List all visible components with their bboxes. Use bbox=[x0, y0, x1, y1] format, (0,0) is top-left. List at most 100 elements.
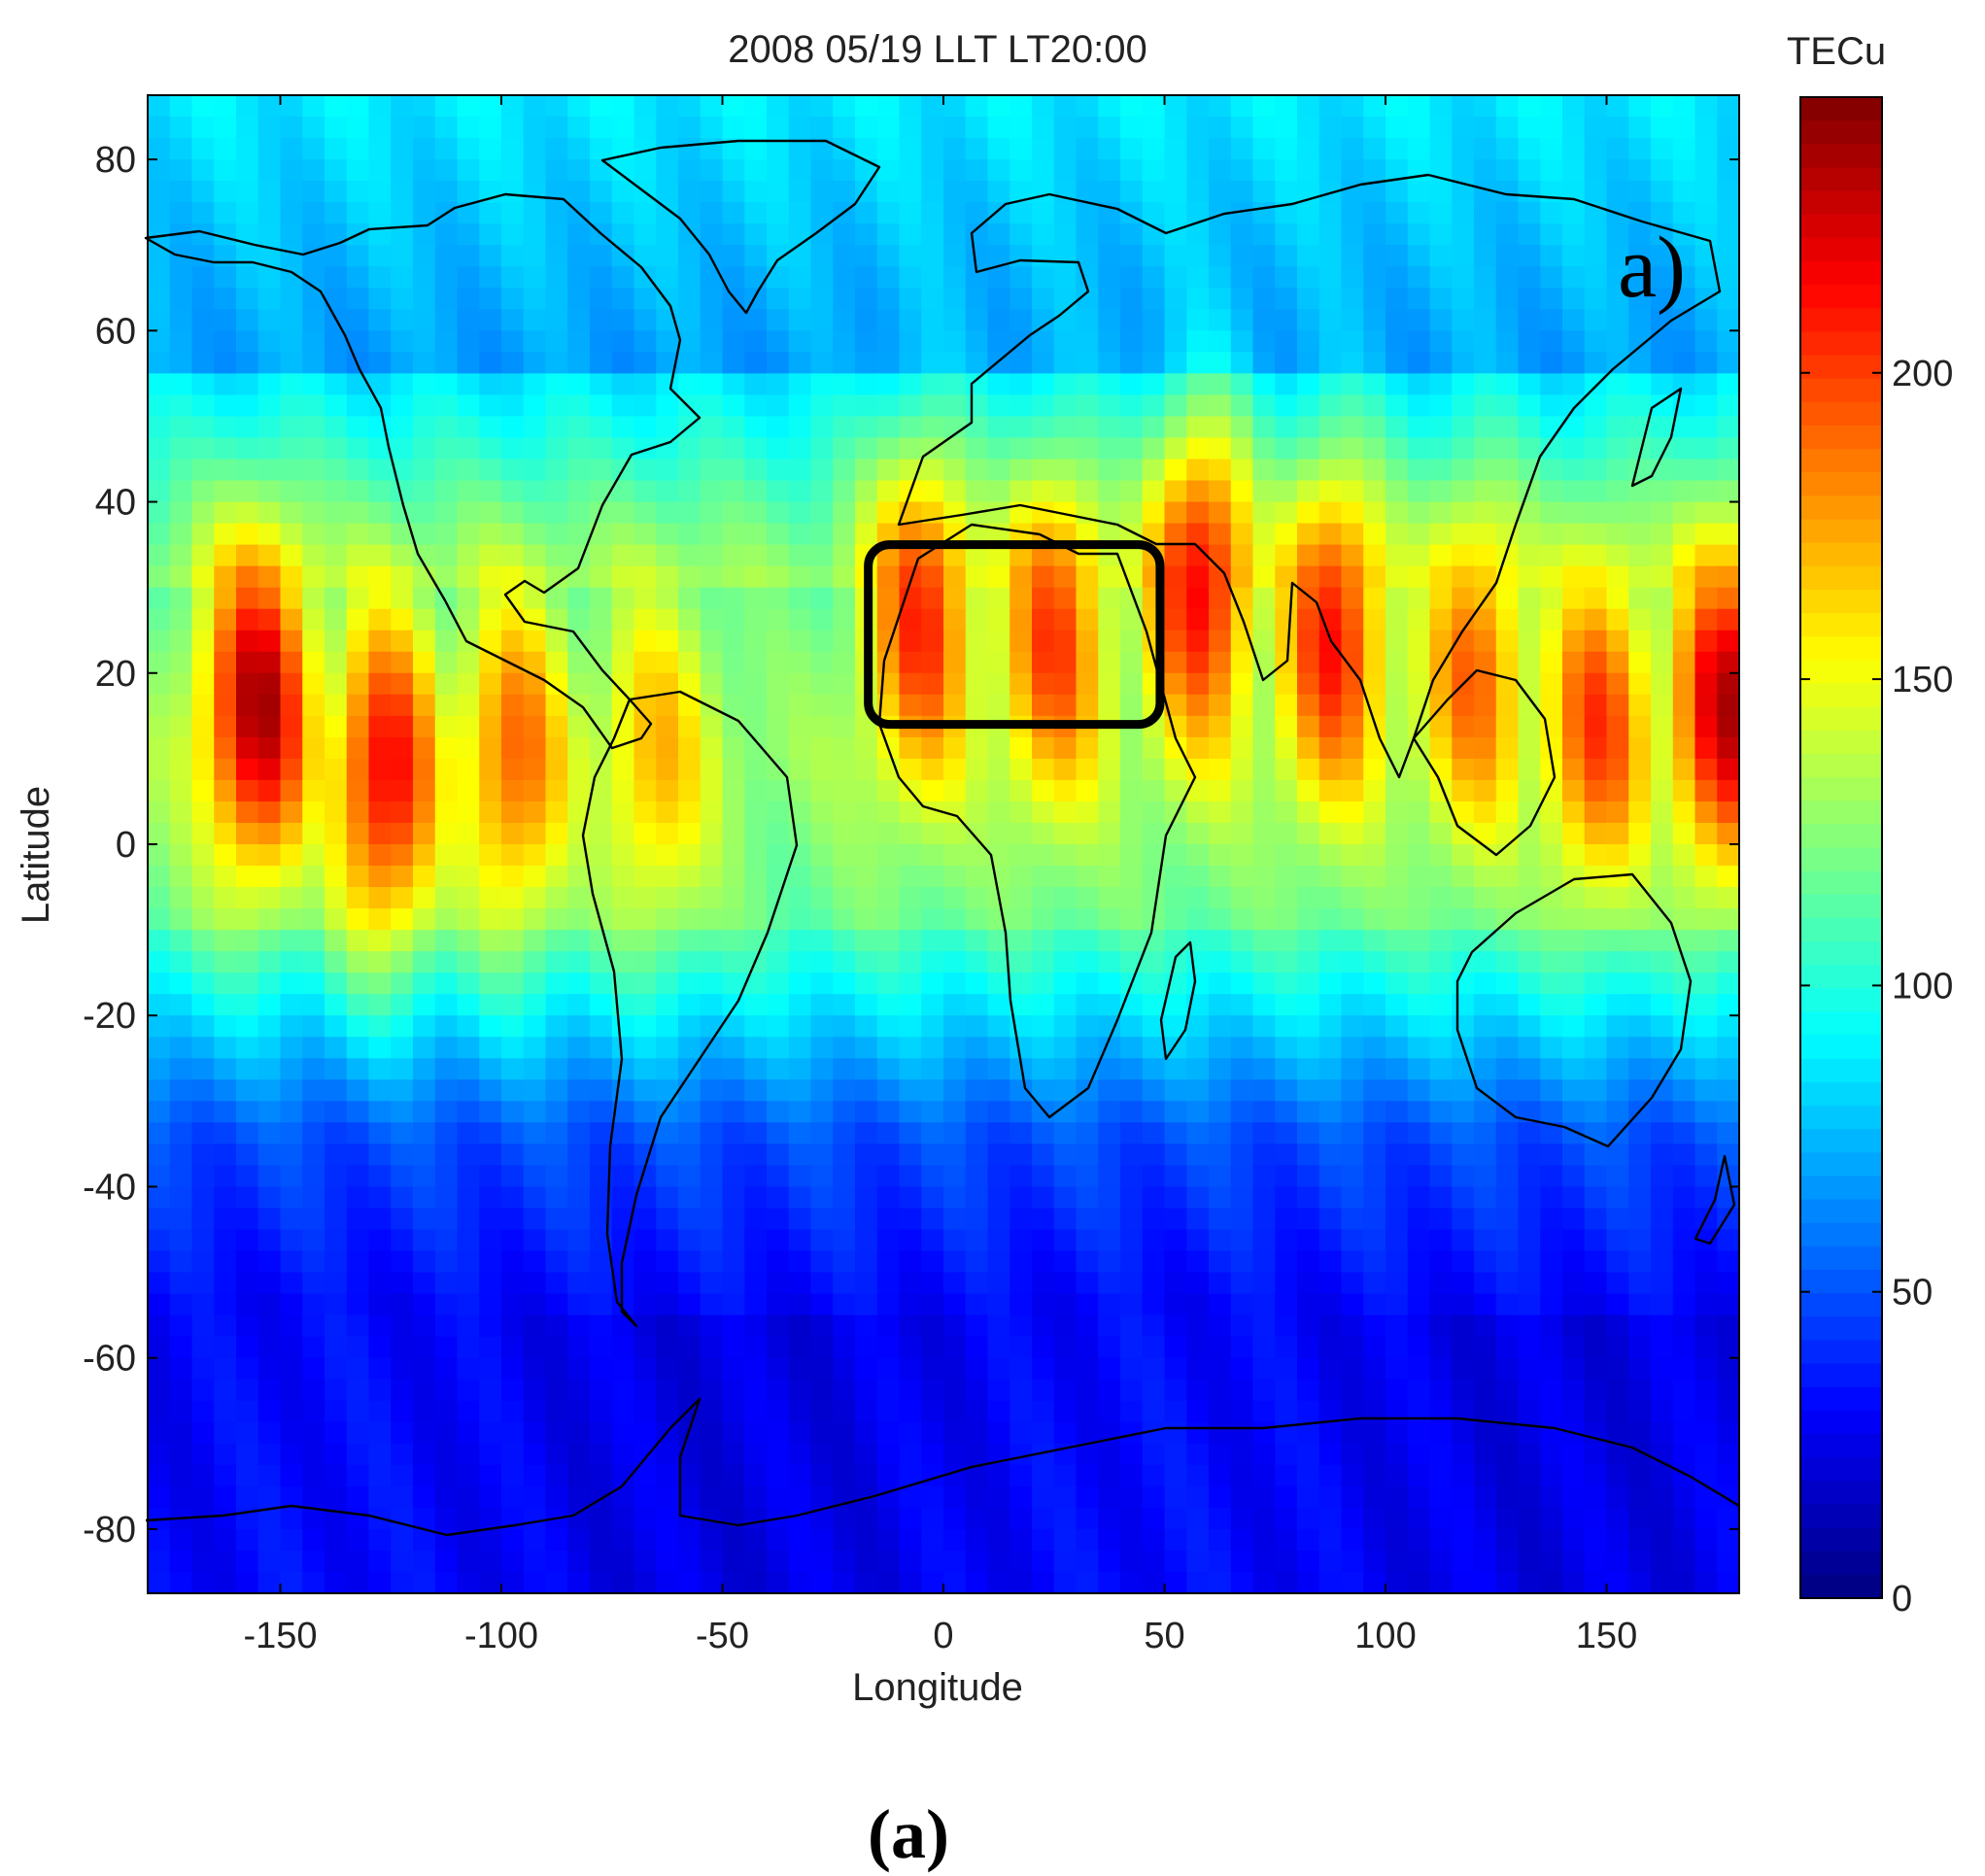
heat-cell bbox=[1518, 930, 1541, 952]
heat-cell bbox=[1142, 930, 1166, 952]
heat-cell bbox=[1318, 587, 1343, 610]
heat-cell bbox=[1429, 1293, 1453, 1316]
heat-cell bbox=[921, 908, 944, 931]
heat-cell bbox=[257, 352, 282, 374]
heat-cell bbox=[1252, 416, 1276, 439]
heat-cell bbox=[1562, 501, 1586, 525]
heat-cell bbox=[633, 1314, 657, 1338]
heat-cell bbox=[1341, 437, 1364, 460]
heat-cell bbox=[678, 1550, 702, 1573]
heat-cell bbox=[1186, 866, 1210, 888]
heat-cell bbox=[899, 266, 922, 289]
heat-cell bbox=[1540, 565, 1563, 589]
heat-cell bbox=[1474, 1293, 1497, 1316]
heat-cell bbox=[1209, 1421, 1232, 1445]
heat-cell bbox=[1694, 694, 1718, 717]
heat-cell bbox=[1452, 1165, 1475, 1188]
heat-cell bbox=[987, 266, 1010, 289]
heat-cell bbox=[1651, 1314, 1674, 1338]
heat-cell bbox=[965, 95, 989, 118]
heat-cell bbox=[325, 694, 348, 717]
heat-cell bbox=[1297, 587, 1320, 610]
heat-cell bbox=[1584, 951, 1608, 973]
heat-cell bbox=[921, 630, 944, 653]
heat-cell bbox=[700, 822, 724, 845]
heat-cell bbox=[280, 373, 303, 395]
heat-cell bbox=[700, 930, 724, 952]
heat-cell bbox=[1363, 1229, 1386, 1252]
heat-cell bbox=[1584, 416, 1608, 439]
heat-cell bbox=[943, 501, 967, 525]
heat-cell bbox=[1164, 1464, 1187, 1487]
heat-cell bbox=[1297, 1314, 1320, 1338]
heat-cell bbox=[1452, 1443, 1475, 1466]
heat-cell bbox=[1628, 352, 1652, 374]
heat-cell bbox=[700, 1229, 724, 1252]
heat-cell bbox=[921, 330, 944, 353]
heat-cell bbox=[1186, 245, 1210, 267]
heat-cell bbox=[413, 1208, 436, 1231]
heat-cell bbox=[1341, 266, 1364, 289]
heat-cell bbox=[876, 1229, 901, 1252]
heat-cell bbox=[899, 672, 922, 696]
heat-cell bbox=[921, 480, 944, 503]
heat-cell bbox=[1651, 587, 1674, 610]
heat-cell bbox=[1429, 309, 1453, 331]
heat-cell bbox=[1010, 801, 1033, 824]
heat-cell bbox=[987, 544, 1010, 567]
heat-cell bbox=[833, 1400, 856, 1423]
heat-cell bbox=[191, 352, 215, 374]
heat-cell bbox=[391, 1208, 414, 1231]
heat-cell bbox=[545, 1186, 568, 1210]
heat-cell bbox=[545, 1528, 568, 1552]
heat-cell bbox=[943, 352, 967, 374]
heat-cell bbox=[236, 1336, 259, 1359]
heat-cell bbox=[744, 822, 768, 845]
heat-cell bbox=[1562, 309, 1586, 331]
heat-cell bbox=[523, 138, 547, 160]
heat-cell bbox=[744, 480, 768, 503]
heat-cell bbox=[1495, 1400, 1520, 1423]
heat-cell bbox=[1518, 159, 1541, 182]
heat-cell bbox=[965, 630, 989, 653]
heat-cell bbox=[148, 1314, 171, 1338]
heat-cell bbox=[1694, 416, 1718, 439]
heat-cell bbox=[325, 736, 348, 760]
heat-cell bbox=[1407, 117, 1431, 139]
heat-cell bbox=[479, 672, 502, 696]
heat-cell bbox=[1275, 1122, 1298, 1144]
heat-cell bbox=[434, 1272, 459, 1295]
heat-cell bbox=[391, 587, 414, 610]
heat-cell bbox=[1495, 1528, 1520, 1552]
heat-cell bbox=[413, 181, 436, 203]
heat-cell bbox=[1341, 1058, 1364, 1080]
heat-cell bbox=[833, 758, 856, 781]
heat-cell bbox=[1010, 245, 1033, 267]
heat-cell bbox=[1230, 1293, 1254, 1316]
heat-cell bbox=[1209, 544, 1232, 567]
heat-cell bbox=[1407, 1400, 1431, 1423]
heat-cell bbox=[1341, 1272, 1364, 1295]
heat-cell bbox=[1297, 1421, 1320, 1445]
heat-cell bbox=[876, 330, 901, 353]
heat-cell bbox=[1518, 309, 1541, 331]
heat-cell bbox=[855, 1314, 878, 1338]
heat-cell bbox=[391, 972, 414, 995]
heat-cell bbox=[1164, 758, 1187, 781]
heat-cell bbox=[1672, 288, 1696, 310]
heat-cell bbox=[899, 288, 922, 310]
heat-cell bbox=[1672, 1165, 1696, 1188]
heat-cell bbox=[413, 416, 436, 439]
heat-cell bbox=[810, 309, 834, 331]
heat-cell bbox=[214, 459, 237, 482]
heat-cell bbox=[1474, 1443, 1497, 1466]
heat-cell bbox=[523, 1143, 547, 1167]
heat-cell bbox=[1164, 1208, 1187, 1231]
heat-cell bbox=[457, 437, 480, 460]
heat-cell bbox=[943, 117, 967, 139]
heat-cell bbox=[169, 736, 193, 760]
heat-cell bbox=[1518, 1293, 1541, 1316]
heat-cell bbox=[457, 1143, 480, 1167]
heat-cell bbox=[325, 1229, 348, 1252]
heat-cell bbox=[1717, 672, 1740, 696]
